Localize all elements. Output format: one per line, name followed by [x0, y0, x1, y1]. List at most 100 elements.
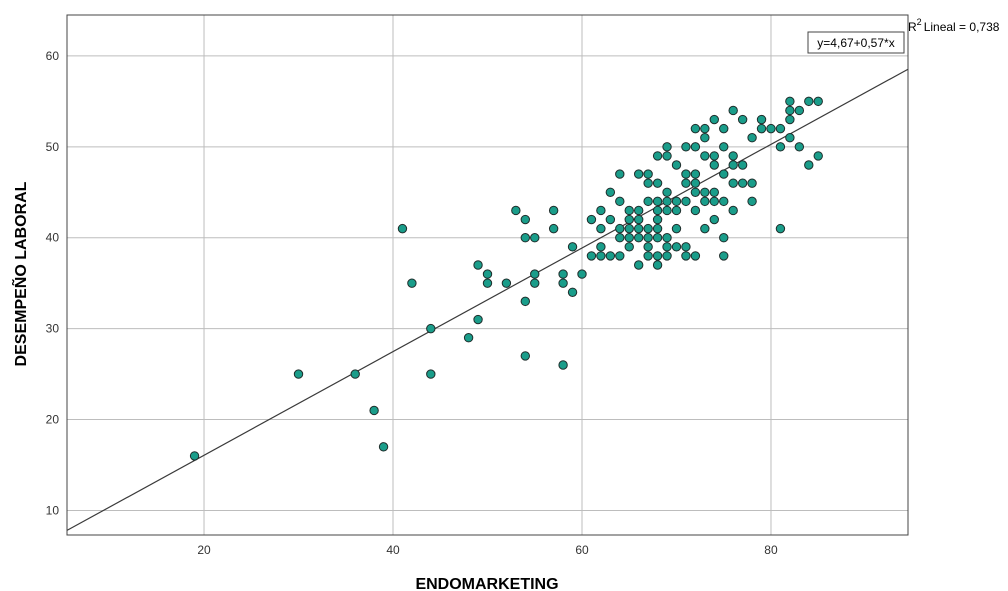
y-axis-title: DESEMPEÑO LABORAL — [10, 181, 30, 366]
data-point — [813, 151, 823, 161]
data-point — [643, 169, 653, 179]
data-point — [700, 196, 710, 207]
data-point — [700, 151, 710, 161]
data-point — [662, 151, 672, 161]
data-point — [643, 223, 653, 234]
data-point — [719, 233, 729, 243]
data-point — [615, 223, 625, 234]
y-gridlines — [67, 55, 908, 511]
data-point — [633, 260, 644, 270]
data-point — [426, 323, 436, 334]
data-point — [709, 151, 719, 161]
data-point — [728, 160, 738, 170]
data-point — [690, 169, 701, 179]
r2-value: Lineal = 0,738 — [924, 20, 1000, 34]
data-point — [652, 233, 663, 243]
data-point — [719, 251, 729, 261]
data-point — [652, 214, 663, 225]
data-point — [624, 233, 634, 243]
y-tick-label: 10 — [46, 503, 60, 517]
data-point — [378, 442, 389, 452]
data-point — [643, 178, 653, 188]
data-point — [690, 205, 701, 216]
data-point — [615, 196, 625, 207]
x-tick-label: 80 — [764, 543, 778, 557]
data-point — [804, 160, 814, 170]
data-point — [652, 196, 663, 207]
data-point — [586, 214, 597, 225]
equation-label: y=4,67+0,57*x — [817, 36, 894, 50]
data-point — [775, 223, 786, 234]
data-point — [728, 205, 738, 216]
data-point — [407, 278, 417, 288]
data-point — [662, 251, 672, 261]
data-point — [671, 223, 682, 234]
data-point — [293, 369, 304, 379]
data-point — [709, 114, 719, 125]
data-point — [681, 169, 691, 179]
data-point — [397, 223, 408, 234]
data-point — [700, 123, 710, 134]
data-point — [633, 205, 644, 216]
data-point — [737, 178, 748, 188]
data-point — [662, 205, 672, 216]
data-point — [756, 123, 767, 134]
data-point — [681, 251, 691, 261]
data-point — [567, 242, 578, 252]
data-point — [700, 223, 710, 234]
data-point — [643, 233, 653, 243]
data-point — [652, 260, 663, 270]
data-point — [615, 251, 625, 261]
data-point — [785, 96, 795, 107]
data-point — [558, 360, 568, 370]
r2-annotation: R2 Lineal = 0,738 — [908, 17, 1000, 34]
data-point — [652, 151, 663, 161]
regression-line — [66, 68, 909, 531]
data-point — [350, 369, 360, 379]
data-point — [473, 314, 483, 325]
data-point — [633, 214, 644, 225]
data-point — [501, 278, 512, 288]
y-tick-label: 50 — [46, 140, 60, 154]
data-point — [709, 187, 719, 197]
data-point — [520, 233, 530, 243]
data-point — [662, 187, 672, 197]
equation-box — [807, 31, 905, 54]
data-point — [605, 214, 616, 225]
data-point — [681, 142, 691, 152]
data-point — [662, 142, 672, 152]
data-point — [652, 223, 663, 234]
data-point — [596, 242, 606, 252]
data-point — [633, 223, 644, 234]
data-point — [463, 333, 474, 343]
data-point — [747, 196, 757, 207]
data-point — [690, 178, 701, 188]
data-point — [700, 133, 710, 143]
data-point — [633, 233, 644, 243]
data-point — [775, 142, 786, 152]
data-point — [558, 278, 568, 288]
data-point — [690, 142, 701, 152]
data-point — [511, 205, 521, 216]
data-point — [482, 269, 493, 279]
data-point — [577, 269, 587, 279]
data-point — [728, 178, 738, 188]
data-point — [624, 205, 634, 216]
data-point — [785, 114, 795, 125]
data-point — [719, 169, 729, 179]
data-point — [662, 242, 672, 252]
data-point — [756, 114, 767, 125]
data-point — [681, 178, 691, 188]
data-point — [804, 96, 814, 107]
data-point — [520, 214, 530, 225]
data-point — [189, 451, 200, 461]
data-point — [728, 151, 738, 161]
data-point — [605, 187, 616, 197]
data-point — [785, 133, 795, 143]
data-point — [737, 160, 748, 170]
data-point — [530, 269, 540, 279]
data-point — [567, 287, 578, 297]
data-point — [709, 160, 719, 170]
data-point — [662, 233, 672, 243]
